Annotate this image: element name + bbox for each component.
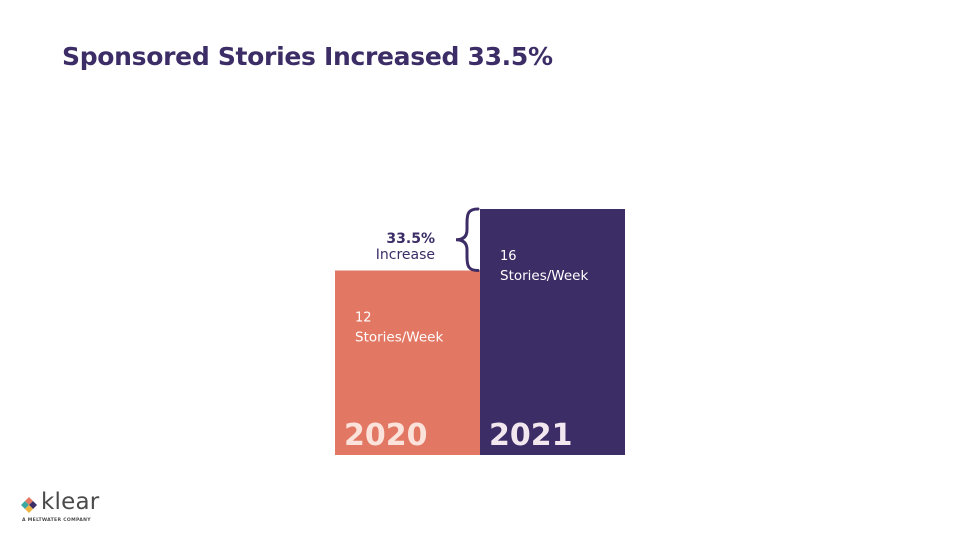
- annotation-text: Increase: [376, 247, 435, 263]
- bar-unit-label-2021: Stories/Week: [500, 268, 588, 284]
- logo-wordmark: klear: [41, 489, 100, 515]
- klear-logo: klear A MELTWATER COMPANY: [20, 489, 120, 528]
- annotation-value: 33.5%: [386, 231, 435, 247]
- logo-tagline: A MELTWATER COMPANY: [22, 518, 91, 523]
- bar-2021: [480, 209, 625, 455]
- increase-brace: [455, 207, 480, 272]
- category-label-2021: 2021: [489, 418, 573, 453]
- bar-2020: [335, 270, 480, 455]
- category-label-2020: 2020: [344, 418, 428, 453]
- bar-value-label-2020: 12: [355, 311, 372, 326]
- bar-value-label-2021: 16: [500, 249, 517, 264]
- page-title: Sponsored Stories Increased 33.5%: [62, 42, 553, 71]
- bar-unit-label-2020: Stories/Week: [355, 330, 443, 346]
- klear-mark-icon: [21, 497, 37, 513]
